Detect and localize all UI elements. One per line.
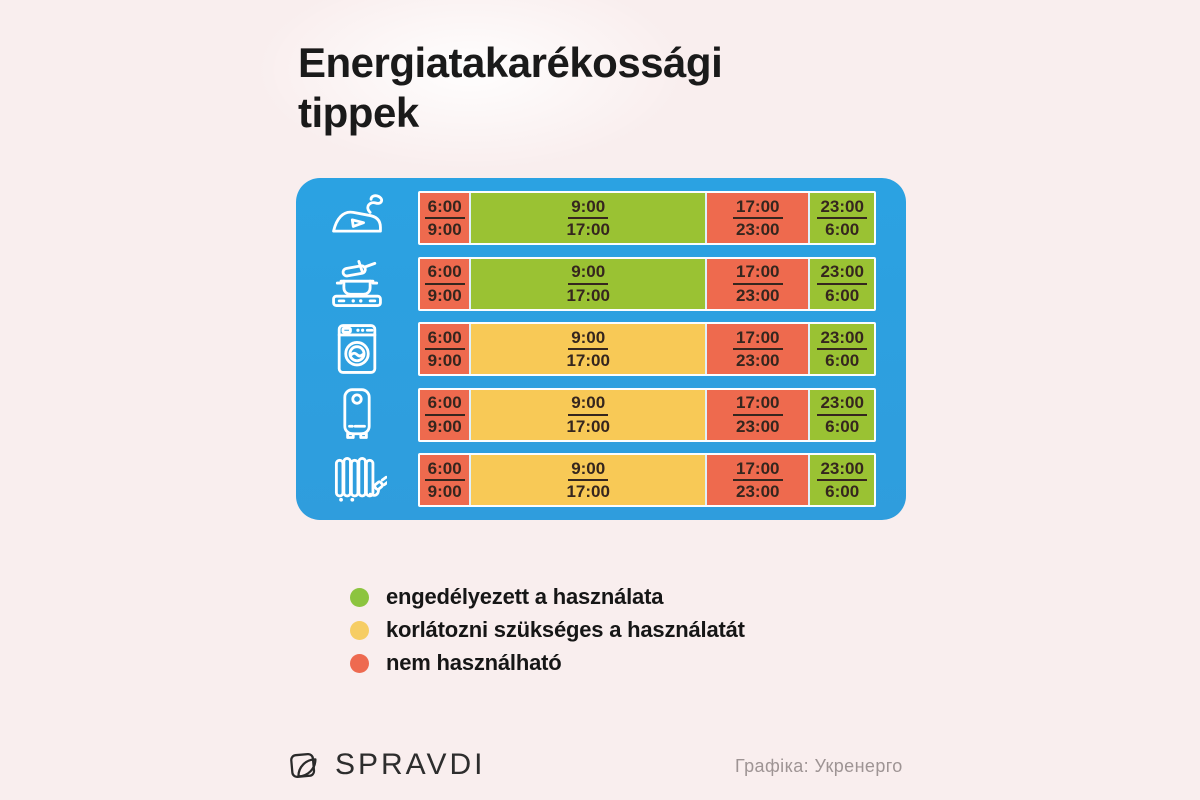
legend-item: korlátozni szükséges a használatát [350, 617, 745, 642]
time-from: 23:00 [817, 328, 867, 350]
time-to: 9:00 [427, 482, 462, 501]
legend-dot [350, 620, 369, 640]
time-from: 9:00 [568, 328, 609, 350]
time-segment: 17:00 23:00 [707, 455, 809, 505]
time-segment: 23:00 6:00 [810, 389, 874, 440]
time-segment: 23:00 6:00 [810, 258, 874, 309]
time-from: 17:00 [733, 328, 783, 350]
time-from: 23:00 [817, 262, 867, 285]
schedule-row: 6:00 9:00 9:00 17:00 17:00 23:00 23:00 6… [296, 453, 876, 507]
time-segment: 9:00 17:00 [471, 258, 706, 309]
time-from: 23:00 [817, 197, 867, 219]
time-to: 6:00 [825, 351, 860, 370]
time-segment: 17:00 23:00 [707, 324, 809, 374]
time-to: 23:00 [736, 416, 780, 436]
time-from: 6:00 [424, 459, 465, 481]
time-segment: 9:00 17:00 [471, 193, 706, 243]
time-to: 23:00 [736, 285, 780, 305]
time-to: 23:00 [736, 482, 780, 501]
schedule-bar: 6:00 9:00 9:00 17:00 17:00 23:00 23:00 6… [418, 387, 876, 442]
schedule-bar: 6:00 9:00 9:00 17:00 17:00 23:00 23:00 6… [418, 256, 876, 311]
time-to: 23:00 [736, 220, 780, 239]
iron-icon [296, 188, 418, 248]
brand-name: SPRAVDI [335, 748, 486, 781]
time-to: 17:00 [566, 285, 610, 305]
page-title: Energiatakarékossági tippek [298, 38, 723, 137]
time-segment: 6:00 9:00 [420, 258, 470, 309]
time-from: 6:00 [424, 328, 465, 350]
time-segment: 9:00 17:00 [471, 455, 706, 505]
legend-item: engedélyezett a használata [350, 584, 745, 609]
time-to: 9:00 [427, 351, 462, 370]
time-to: 9:00 [427, 416, 462, 436]
spravdi-logo-icon [290, 752, 317, 778]
time-segment: 17:00 23:00 [707, 389, 809, 440]
time-from: 9:00 [568, 393, 609, 416]
time-to: 6:00 [825, 285, 860, 305]
time-from: 23:00 [817, 459, 867, 481]
time-segment: 6:00 9:00 [420, 389, 470, 440]
schedule-row: 6:00 9:00 9:00 17:00 17:00 23:00 23:00 6… [296, 322, 876, 376]
brand-footer: SPRAVDI [288, 744, 485, 786]
legend: engedélyezett a használata korlátozni sz… [350, 584, 745, 675]
radiator-heater-icon [296, 450, 418, 510]
time-segment: 23:00 6:00 [810, 193, 874, 243]
time-from: 9:00 [568, 197, 609, 219]
time-segment: 6:00 9:00 [420, 455, 470, 505]
time-from: 23:00 [817, 393, 867, 416]
time-segment: 23:00 6:00 [810, 324, 874, 374]
time-from: 6:00 [424, 262, 465, 285]
time-from: 17:00 [733, 459, 783, 481]
time-to: 6:00 [825, 482, 860, 501]
time-to: 17:00 [566, 416, 610, 436]
schedule-row: 6:00 9:00 9:00 17:00 17:00 23:00 23:00 6… [296, 254, 876, 314]
time-from: 6:00 [424, 393, 465, 416]
time-to: 17:00 [566, 351, 610, 370]
time-to: 17:00 [566, 482, 610, 501]
time-from: 9:00 [568, 459, 609, 481]
page-title-line1: Energiatakarékossági [298, 39, 723, 86]
time-from: 17:00 [733, 262, 783, 285]
schedule-panel: 6:00 9:00 9:00 17:00 17:00 23:00 23:00 6… [296, 178, 906, 520]
schedule-row: 6:00 9:00 9:00 17:00 17:00 23:00 23:00 6… [296, 385, 876, 445]
time-to: 6:00 [825, 416, 860, 436]
time-to: 9:00 [427, 220, 462, 239]
time-to: 9:00 [427, 285, 462, 305]
time-segment: 6:00 9:00 [420, 193, 470, 243]
time-segment: 9:00 17:00 [471, 324, 706, 374]
washing-machine-icon [296, 319, 418, 379]
time-to: 23:00 [736, 351, 780, 370]
schedule-bar: 6:00 9:00 9:00 17:00 17:00 23:00 23:00 6… [418, 191, 876, 245]
legend-dot [350, 587, 369, 607]
time-segment: 17:00 23:00 [707, 193, 809, 243]
schedule-bar: 6:00 9:00 9:00 17:00 17:00 23:00 23:00 6… [418, 453, 876, 507]
page-title-line2: tippek [298, 88, 419, 136]
schedule-bar: 6:00 9:00 9:00 17:00 17:00 23:00 23:00 6… [418, 322, 876, 376]
legend-label: nem használható [386, 650, 562, 675]
legend-item: nem használható [350, 650, 745, 675]
schedule-row: 6:00 9:00 9:00 17:00 17:00 23:00 23:00 6… [296, 191, 876, 245]
time-segment: 9:00 17:00 [471, 389, 706, 440]
legend-label: korlátozni szükséges a használatát [386, 617, 745, 642]
time-segment: 6:00 9:00 [420, 324, 470, 374]
graphics-credit: Графіка: Укренерго [735, 756, 903, 776]
time-segment: 23:00 6:00 [810, 455, 874, 505]
time-from: 6:00 [424, 197, 465, 219]
legend-dot [350, 653, 369, 673]
time-segment: 17:00 23:00 [707, 258, 809, 309]
time-from: 17:00 [733, 393, 783, 416]
pot-stove-icon [296, 254, 418, 314]
boiler-icon [296, 385, 418, 445]
time-to: 17:00 [566, 220, 610, 239]
legend-label: engedélyezett a használata [386, 584, 664, 609]
time-to: 6:00 [825, 220, 860, 239]
time-from: 17:00 [733, 197, 783, 219]
time-from: 9:00 [568, 262, 609, 285]
